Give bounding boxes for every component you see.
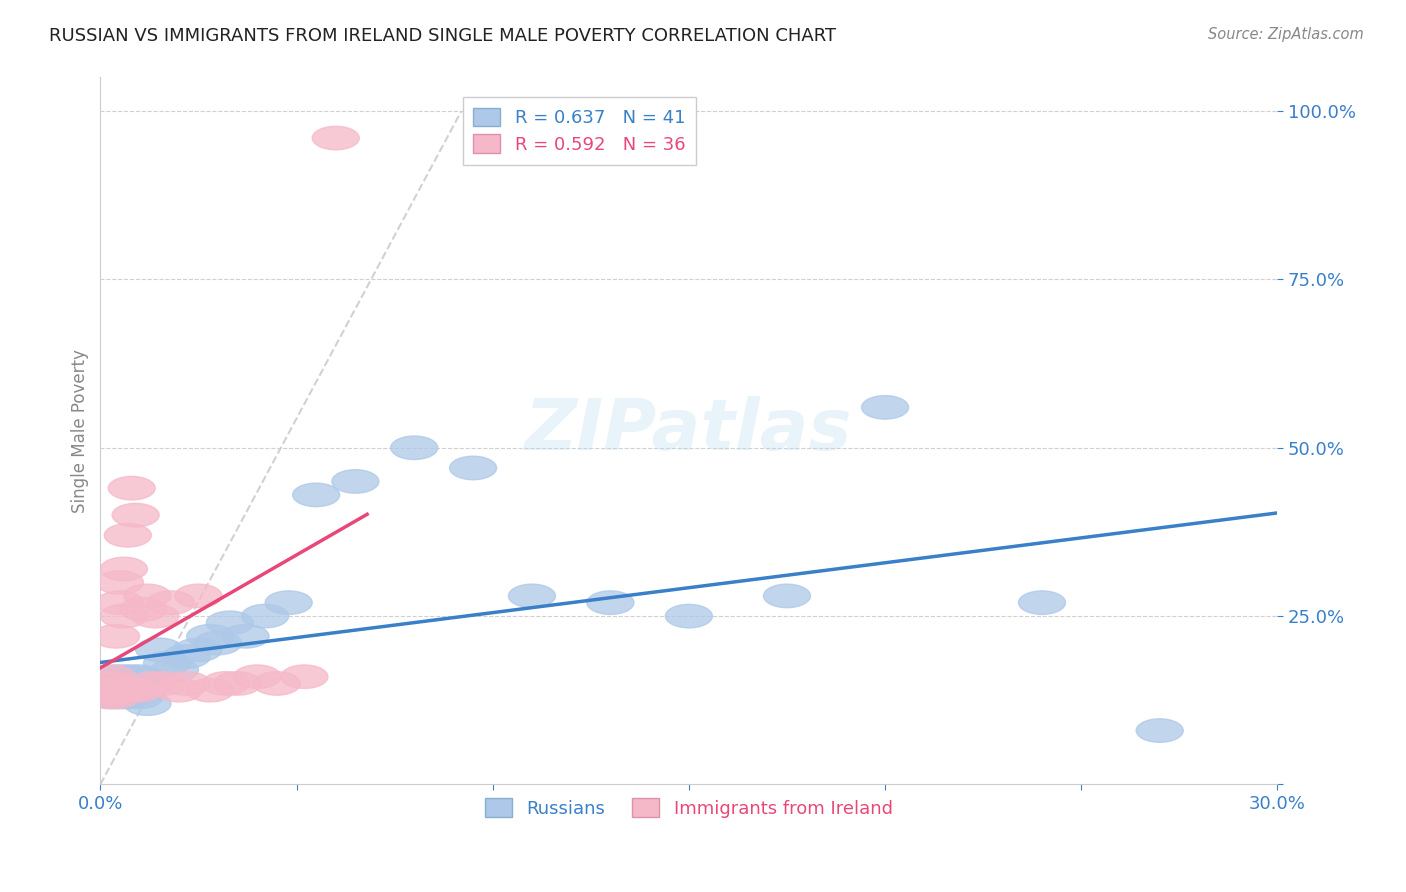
Ellipse shape <box>108 679 155 702</box>
Ellipse shape <box>117 665 163 689</box>
Ellipse shape <box>763 584 810 607</box>
Ellipse shape <box>139 672 187 695</box>
Ellipse shape <box>132 604 179 628</box>
Ellipse shape <box>112 672 159 695</box>
Ellipse shape <box>174 638 222 662</box>
Ellipse shape <box>117 679 163 702</box>
Ellipse shape <box>292 483 340 507</box>
Ellipse shape <box>84 679 132 702</box>
Ellipse shape <box>100 665 148 689</box>
Ellipse shape <box>163 645 211 668</box>
Ellipse shape <box>450 456 496 480</box>
Ellipse shape <box>233 665 281 689</box>
Ellipse shape <box>117 685 163 708</box>
Ellipse shape <box>187 679 233 702</box>
Ellipse shape <box>187 624 233 648</box>
Text: Source: ZipAtlas.com: Source: ZipAtlas.com <box>1208 27 1364 42</box>
Ellipse shape <box>97 591 143 615</box>
Ellipse shape <box>253 672 301 695</box>
Ellipse shape <box>120 598 167 621</box>
Ellipse shape <box>174 584 222 607</box>
Ellipse shape <box>97 672 143 695</box>
Ellipse shape <box>100 604 148 628</box>
Text: ZIPatlas: ZIPatlas <box>526 396 852 466</box>
Ellipse shape <box>104 672 152 695</box>
Ellipse shape <box>128 672 174 695</box>
Ellipse shape <box>128 672 174 695</box>
Ellipse shape <box>104 524 152 547</box>
Ellipse shape <box>104 685 152 708</box>
Ellipse shape <box>89 665 135 689</box>
Ellipse shape <box>104 679 152 702</box>
Text: RUSSIAN VS IMMIGRANTS FROM IRELAND SINGLE MALE POVERTY CORRELATION CHART: RUSSIAN VS IMMIGRANTS FROM IRELAND SINGL… <box>49 27 837 45</box>
Ellipse shape <box>89 679 135 702</box>
Ellipse shape <box>93 679 139 702</box>
Ellipse shape <box>155 679 202 702</box>
Ellipse shape <box>97 685 143 708</box>
Ellipse shape <box>152 658 198 681</box>
Ellipse shape <box>194 632 242 655</box>
Ellipse shape <box>84 685 132 708</box>
Ellipse shape <box>89 672 135 695</box>
Ellipse shape <box>312 127 360 150</box>
Ellipse shape <box>124 584 172 607</box>
Ellipse shape <box>163 672 211 695</box>
Ellipse shape <box>108 476 155 500</box>
Ellipse shape <box>84 672 132 695</box>
Ellipse shape <box>100 558 148 581</box>
Ellipse shape <box>93 685 139 708</box>
Ellipse shape <box>108 665 155 689</box>
Ellipse shape <box>93 672 139 695</box>
Ellipse shape <box>143 651 191 675</box>
Ellipse shape <box>108 679 155 702</box>
Ellipse shape <box>207 611 253 634</box>
Y-axis label: Single Male Poverty: Single Male Poverty <box>72 349 89 513</box>
Ellipse shape <box>862 395 908 419</box>
Ellipse shape <box>97 571 143 594</box>
Ellipse shape <box>665 604 713 628</box>
Ellipse shape <box>202 672 249 695</box>
Ellipse shape <box>586 591 634 615</box>
Ellipse shape <box>89 685 135 708</box>
Ellipse shape <box>266 591 312 615</box>
Ellipse shape <box>222 624 269 648</box>
Ellipse shape <box>214 672 262 695</box>
Legend: Russians, Immigrants from Ireland: Russians, Immigrants from Ireland <box>478 791 900 825</box>
Ellipse shape <box>509 584 555 607</box>
Ellipse shape <box>148 591 194 615</box>
Ellipse shape <box>112 503 159 527</box>
Ellipse shape <box>1136 719 1184 742</box>
Ellipse shape <box>281 665 328 689</box>
Ellipse shape <box>97 679 143 702</box>
Ellipse shape <box>1018 591 1066 615</box>
Ellipse shape <box>80 679 128 702</box>
Ellipse shape <box>332 470 380 493</box>
Ellipse shape <box>100 679 148 702</box>
Ellipse shape <box>124 692 172 715</box>
Ellipse shape <box>391 436 437 459</box>
Ellipse shape <box>120 679 167 702</box>
Ellipse shape <box>242 604 288 628</box>
Ellipse shape <box>135 638 183 662</box>
Ellipse shape <box>93 624 139 648</box>
Ellipse shape <box>100 679 148 702</box>
Ellipse shape <box>93 665 139 689</box>
